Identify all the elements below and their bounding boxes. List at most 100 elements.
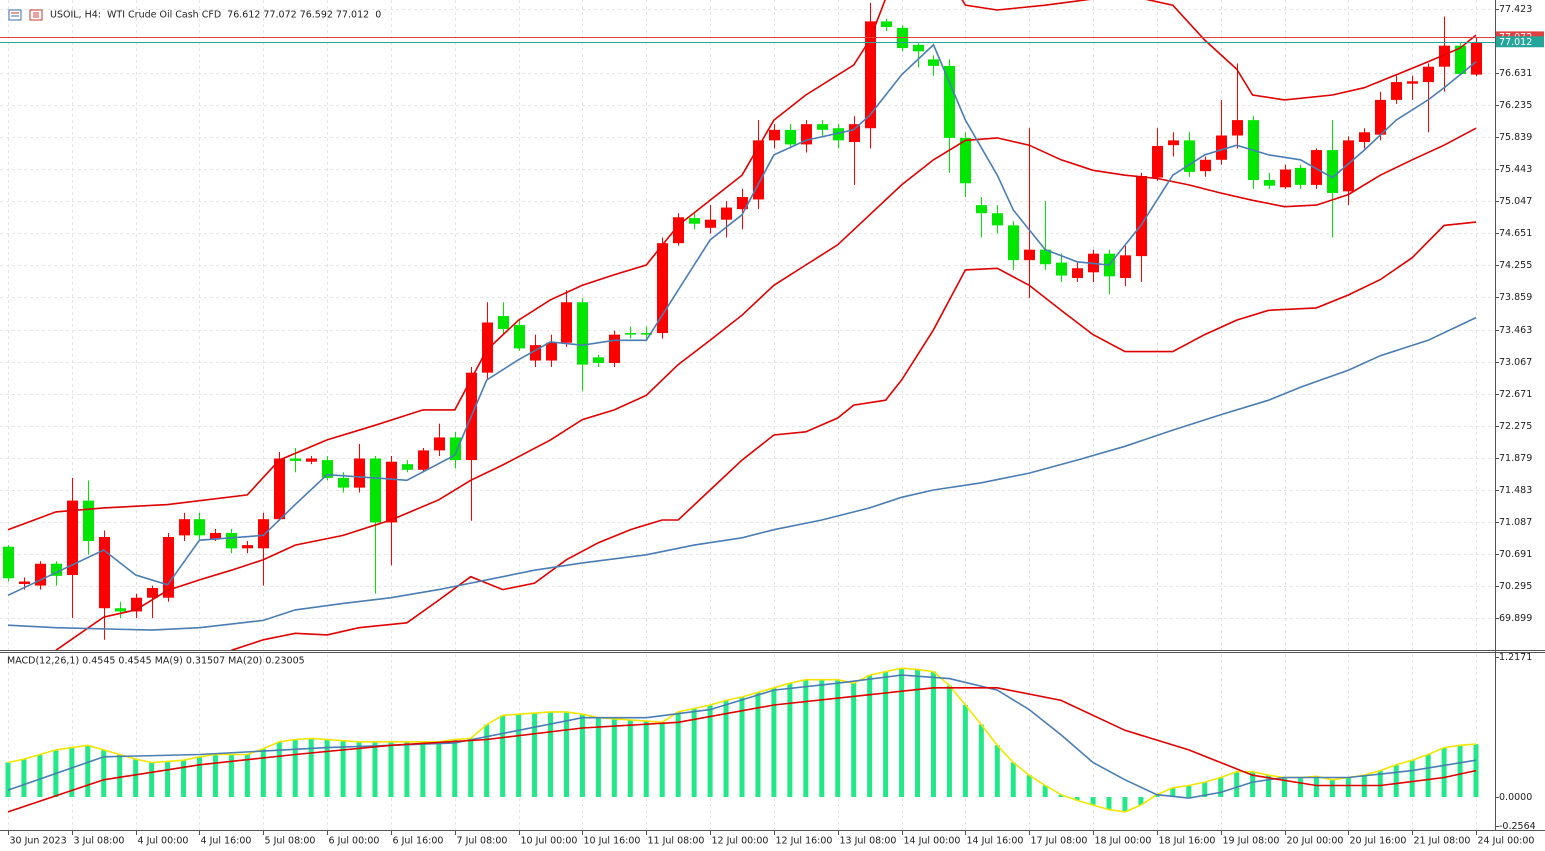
- candle-body: [306, 458, 317, 462]
- macd-bar: [5, 762, 11, 797]
- candle-body: [1343, 140, 1354, 192]
- macd-bar: [819, 679, 825, 797]
- macd-bar: [1441, 747, 1447, 797]
- x-tick-label: 21 Jul 08:00: [1414, 836, 1471, 847]
- candle-body: [498, 316, 509, 329]
- macd-bar: [1202, 782, 1208, 797]
- candle-body: [1327, 150, 1338, 193]
- macd-bar: [867, 675, 873, 797]
- bid-label: 77.012: [1499, 37, 1532, 48]
- macd-bar: [165, 761, 171, 797]
- candle-body: [1056, 262, 1067, 276]
- y-tick-label: 73.463: [1499, 325, 1532, 336]
- macd-bar: [292, 739, 298, 797]
- candle-body: [1423, 66, 1434, 83]
- macd-bar: [1010, 762, 1016, 797]
- candle-body: [1471, 42, 1482, 75]
- candle-body: [1264, 180, 1275, 186]
- macd-bar: [276, 741, 282, 797]
- macd-bar: [308, 738, 314, 797]
- x-tick-label: 24 Jul 00:00: [1478, 836, 1535, 847]
- candle-body: [163, 536, 174, 598]
- indicator-line: [7, 0, 1477, 531]
- macd-bar: [1138, 796, 1144, 806]
- candle-body: [115, 608, 126, 612]
- x-tick-label: 20 Jul 00:00: [1287, 836, 1344, 847]
- candle-body: [913, 44, 924, 52]
- x-tick-label: 13 Jul 08:00: [840, 836, 897, 847]
- macd-bar: [484, 724, 490, 797]
- macd-bar: [452, 739, 458, 797]
- macd-bar: [149, 762, 155, 797]
- macd-bar: [1234, 771, 1240, 797]
- axis-layer: 77.423 76.631 76.235 75.839 75.443 75.047 74.6…: [8, 4, 1544, 847]
- candle-body: [1152, 146, 1163, 178]
- candle-body: [1407, 81, 1418, 84]
- macd-bar: [85, 745, 91, 797]
- macd-bar: [244, 754, 250, 797]
- candle-body: [226, 532, 237, 549]
- y-tick-label: 76.235: [1499, 100, 1532, 111]
- candle-body: [1200, 159, 1211, 172]
- macd-bar: [532, 713, 538, 797]
- macd-bar: [627, 719, 633, 797]
- candle-body: [1216, 135, 1227, 160]
- y-tick-label: 76.631: [1499, 68, 1532, 79]
- macd-bar: [1377, 770, 1383, 797]
- candle-body: [833, 128, 844, 141]
- candle-body: [1359, 132, 1370, 142]
- candle-body: [689, 218, 700, 224]
- y-tick-label: -0.2564: [1499, 821, 1536, 832]
- macd-bar: [563, 711, 569, 797]
- macd-bar: [1473, 744, 1479, 797]
- candle-body: [322, 460, 333, 478]
- macd-bar: [883, 671, 889, 797]
- bid-label-box: [1496, 36, 1544, 48]
- macd-bar: [771, 687, 777, 797]
- macd-bar: [755, 692, 761, 797]
- macd-bar: [324, 739, 330, 797]
- macd-bar: [1122, 796, 1128, 812]
- y-tick-label: 70.691: [1499, 549, 1532, 560]
- icon-window: [8, 9, 22, 21]
- candle-body: [625, 333, 636, 335]
- candle-body: [99, 536, 110, 609]
- x-tick-label: 4 Jul 00:00: [138, 836, 189, 847]
- indicator-line: [7, 316, 1477, 631]
- x-tick-label: 12 Jul 16:00: [776, 836, 833, 847]
- x-tick-label: 30 Jun 2023: [10, 836, 67, 847]
- macd-bar: [1313, 776, 1319, 797]
- macd-bar: [1266, 775, 1272, 797]
- candle-body: [561, 302, 572, 343]
- candle-body: [769, 129, 780, 141]
- macd-bar: [915, 669, 921, 797]
- candle-body: [1439, 45, 1450, 67]
- candle-body: [434, 437, 445, 451]
- candle-body: [19, 581, 30, 584]
- macd-bar: [962, 705, 968, 797]
- y-tick-label: 74.651: [1499, 228, 1532, 239]
- macd-bar: [1090, 796, 1096, 806]
- chart-title: USOIL, H4: WTI Crude Oil Cash CFD 76.612…: [50, 10, 381, 21]
- candle-body: [1232, 120, 1243, 136]
- macd-bar: [1074, 796, 1080, 801]
- macd-bar: [611, 718, 617, 797]
- macd-bar: [1345, 777, 1351, 797]
- candle-body: [514, 324, 525, 349]
- candle-body: [482, 322, 493, 373]
- indicator-line: [7, 43, 1477, 597]
- y-tick-label: 73.859: [1499, 292, 1532, 303]
- macd-bar: [1457, 745, 1463, 797]
- x-tick-label: 10 Jul 00:00: [521, 836, 578, 847]
- candle-body: [67, 500, 78, 576]
- candle-body: [881, 21, 892, 28]
- x-tick-label: 19 Jul 08:00: [1223, 836, 1280, 847]
- x-tick-label: 6 Jul 00:00: [329, 836, 380, 847]
- macd-bar: [500, 715, 506, 797]
- macd-bar: [946, 685, 952, 797]
- y-tick-label: 72.671: [1499, 389, 1532, 400]
- candle-body: [83, 500, 94, 542]
- candle-body: [1072, 268, 1083, 278]
- x-tick-label: 18 Jul 16:00: [1159, 836, 1216, 847]
- candle-body: [179, 519, 190, 536]
